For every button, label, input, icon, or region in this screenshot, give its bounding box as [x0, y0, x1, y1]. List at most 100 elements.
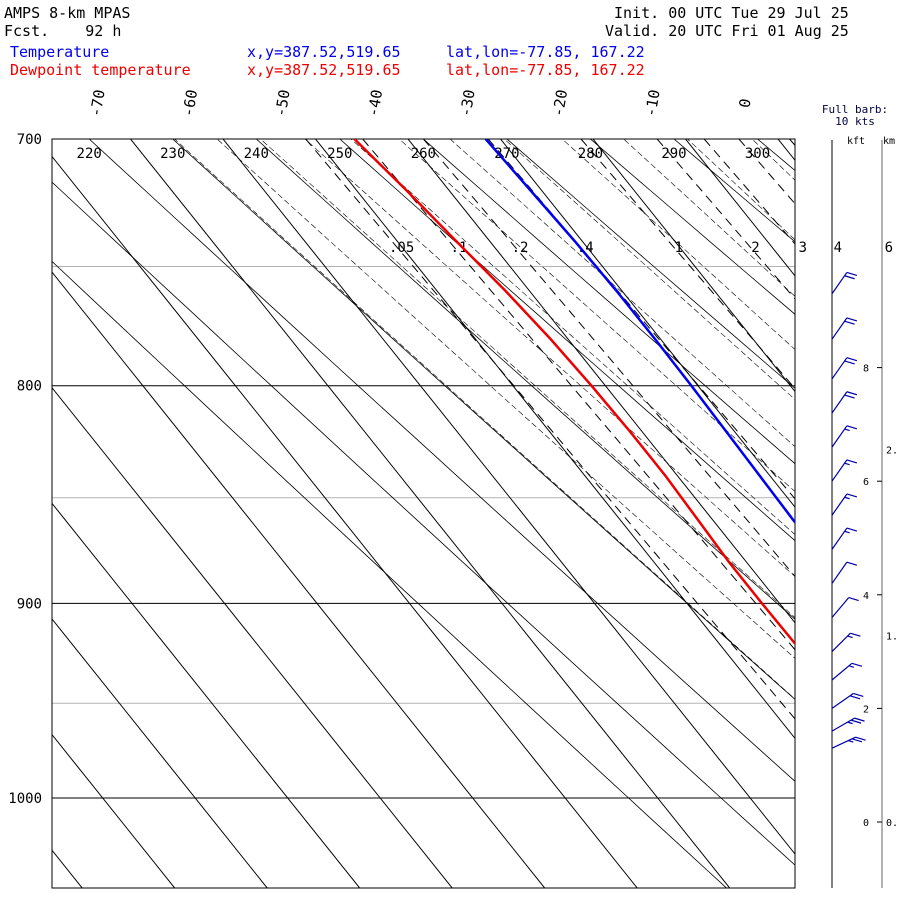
wind-barb-staff — [831, 459, 848, 482]
kft-tick-label: 4 — [863, 591, 869, 602]
dry-adiabat — [756, 139, 795, 172]
wind-barb-flag — [846, 527, 858, 532]
dry-adiabat — [52, 260, 728, 888]
dry-adiabat — [255, 139, 795, 620]
wind-barb-half — [844, 496, 850, 500]
mixing-ratio-label: .05 — [389, 240, 414, 256]
mixing-ratio-label: 4 — [834, 240, 842, 256]
isotherm — [52, 849, 83, 888]
wind-barb-flag — [849, 695, 861, 700]
isotherm — [863, 129, 900, 898]
wind-barb-half — [844, 462, 850, 466]
moist-adiabat — [687, 139, 795, 241]
mixing-ratio-lines — [174, 85, 900, 888]
dry-adiabat-label: 280 — [578, 146, 603, 162]
temperature-xy: x,y=387.52,519.65 — [247, 43, 401, 61]
wind-barb-staff — [831, 317, 848, 340]
valid-label: Valid. — [605, 22, 660, 40]
sounding-traces — [353, 139, 795, 646]
mixing-ratio-label: .1 — [451, 240, 468, 256]
legend-dewpoint: Dewpoint temperature — [10, 61, 191, 79]
wind-barb-flag — [848, 597, 859, 602]
mixing-ratio-line — [305, 139, 795, 720]
dry-adiabat-label: 250 — [327, 146, 352, 162]
wind-barb-staff — [831, 692, 854, 709]
isotherm-label: -70 — [86, 88, 108, 118]
isotherm-label: -60 — [179, 88, 201, 118]
mixing-ratio-label: 6 — [885, 240, 893, 256]
moist-adiabat — [761, 85, 900, 888]
wind-barb-flag — [846, 459, 858, 464]
mixing-ratio-line — [362, 139, 795, 651]
isotherm — [499, 139, 795, 508]
mixing-ratio-label: 1 — [675, 240, 683, 256]
isotherm — [222, 139, 795, 855]
isotherm-label: -20 — [549, 88, 571, 118]
km-tick-label: 0. — [886, 818, 898, 829]
forecast-hours: 92 h — [85, 22, 122, 40]
wind-barb-half — [848, 665, 855, 668]
isotherms — [52, 129, 900, 898]
wind-barb-half — [844, 428, 850, 432]
wind-barb-flag — [844, 275, 855, 280]
mixing-ratio-line — [738, 139, 795, 205]
dry-adiabat — [506, 139, 795, 389]
km-axis-label: km — [883, 136, 895, 147]
wind-barb-staff — [831, 493, 848, 516]
wind-barb-half — [847, 721, 853, 725]
km-tick-label: 2. — [886, 445, 898, 456]
dry-adiabat-label: 230 — [160, 146, 185, 162]
wind-barb-half — [848, 739, 854, 743]
mixing-ratio-label: .4 — [577, 240, 594, 256]
dry-adiabats — [52, 139, 795, 888]
kft-tick-label: 6 — [863, 477, 869, 488]
plot-frame — [51, 138, 796, 889]
wind-barb-staff — [831, 717, 855, 732]
mixing-ratio-line — [580, 139, 795, 390]
moist-adiabat — [350, 139, 795, 535]
km-tick-label: 1. — [886, 632, 898, 643]
wind-barb-staff — [831, 391, 848, 414]
pressure-tick-label: 700 — [17, 132, 42, 148]
wind-barb-flag — [846, 317, 858, 322]
moist-adiabat — [304, 139, 795, 577]
dewpoint-xy: x,y=387.52,519.65 — [247, 61, 401, 79]
wind-barb-flag — [846, 493, 858, 498]
forecast-label-text: Fcst. — [4, 22, 50, 40]
dry-adiabat — [88, 139, 795, 782]
wind-barb-staff — [831, 272, 848, 295]
dry-adiabat — [172, 139, 795, 700]
kft-tick-label: 2 — [863, 704, 869, 715]
isotherm-label: -30 — [456, 88, 478, 118]
isotherm — [129, 139, 731, 888]
forecast-label: Fcst. 92 h — [4, 22, 121, 40]
wind-barb-flag — [846, 425, 858, 430]
kft-axis-label: kft — [847, 136, 865, 147]
isotherm — [52, 271, 546, 888]
pressure-tick-label: 800 — [17, 379, 42, 395]
wind-barb-flag — [850, 632, 861, 637]
isotherm — [52, 502, 361, 888]
wind-barb-staff — [831, 561, 848, 584]
mixing-ratio-label: .2 — [512, 240, 529, 256]
mixing-ratio-label: 3 — [799, 240, 807, 256]
isotherm — [52, 618, 268, 888]
dry-adiabat-label: 220 — [77, 146, 102, 162]
isotherm — [407, 139, 795, 624]
dewpoint-latlon: lat,lon=-77.85, 167.22 — [446, 61, 645, 79]
dry-adiabat-label: 260 — [411, 146, 436, 162]
valid-time: Valid. 20 UTC Fri 01 Aug 25 — [605, 22, 849, 40]
wind-barb-flag — [846, 357, 858, 362]
moist-adiabat — [751, 139, 795, 181]
isotherm — [684, 139, 795, 277]
temperature-trace — [484, 139, 795, 525]
dry-adiabat-label: 270 — [494, 146, 519, 162]
isotherm-label: 0 — [735, 97, 754, 109]
wind-barb-flag — [851, 738, 863, 743]
isotherm-label: -10 — [641, 88, 663, 118]
wind-barb-flag — [855, 736, 866, 741]
pressure-tick-label: 1000 — [8, 791, 42, 807]
kft-tick-label: 8 — [863, 364, 869, 375]
isobars — [52, 138, 795, 799]
